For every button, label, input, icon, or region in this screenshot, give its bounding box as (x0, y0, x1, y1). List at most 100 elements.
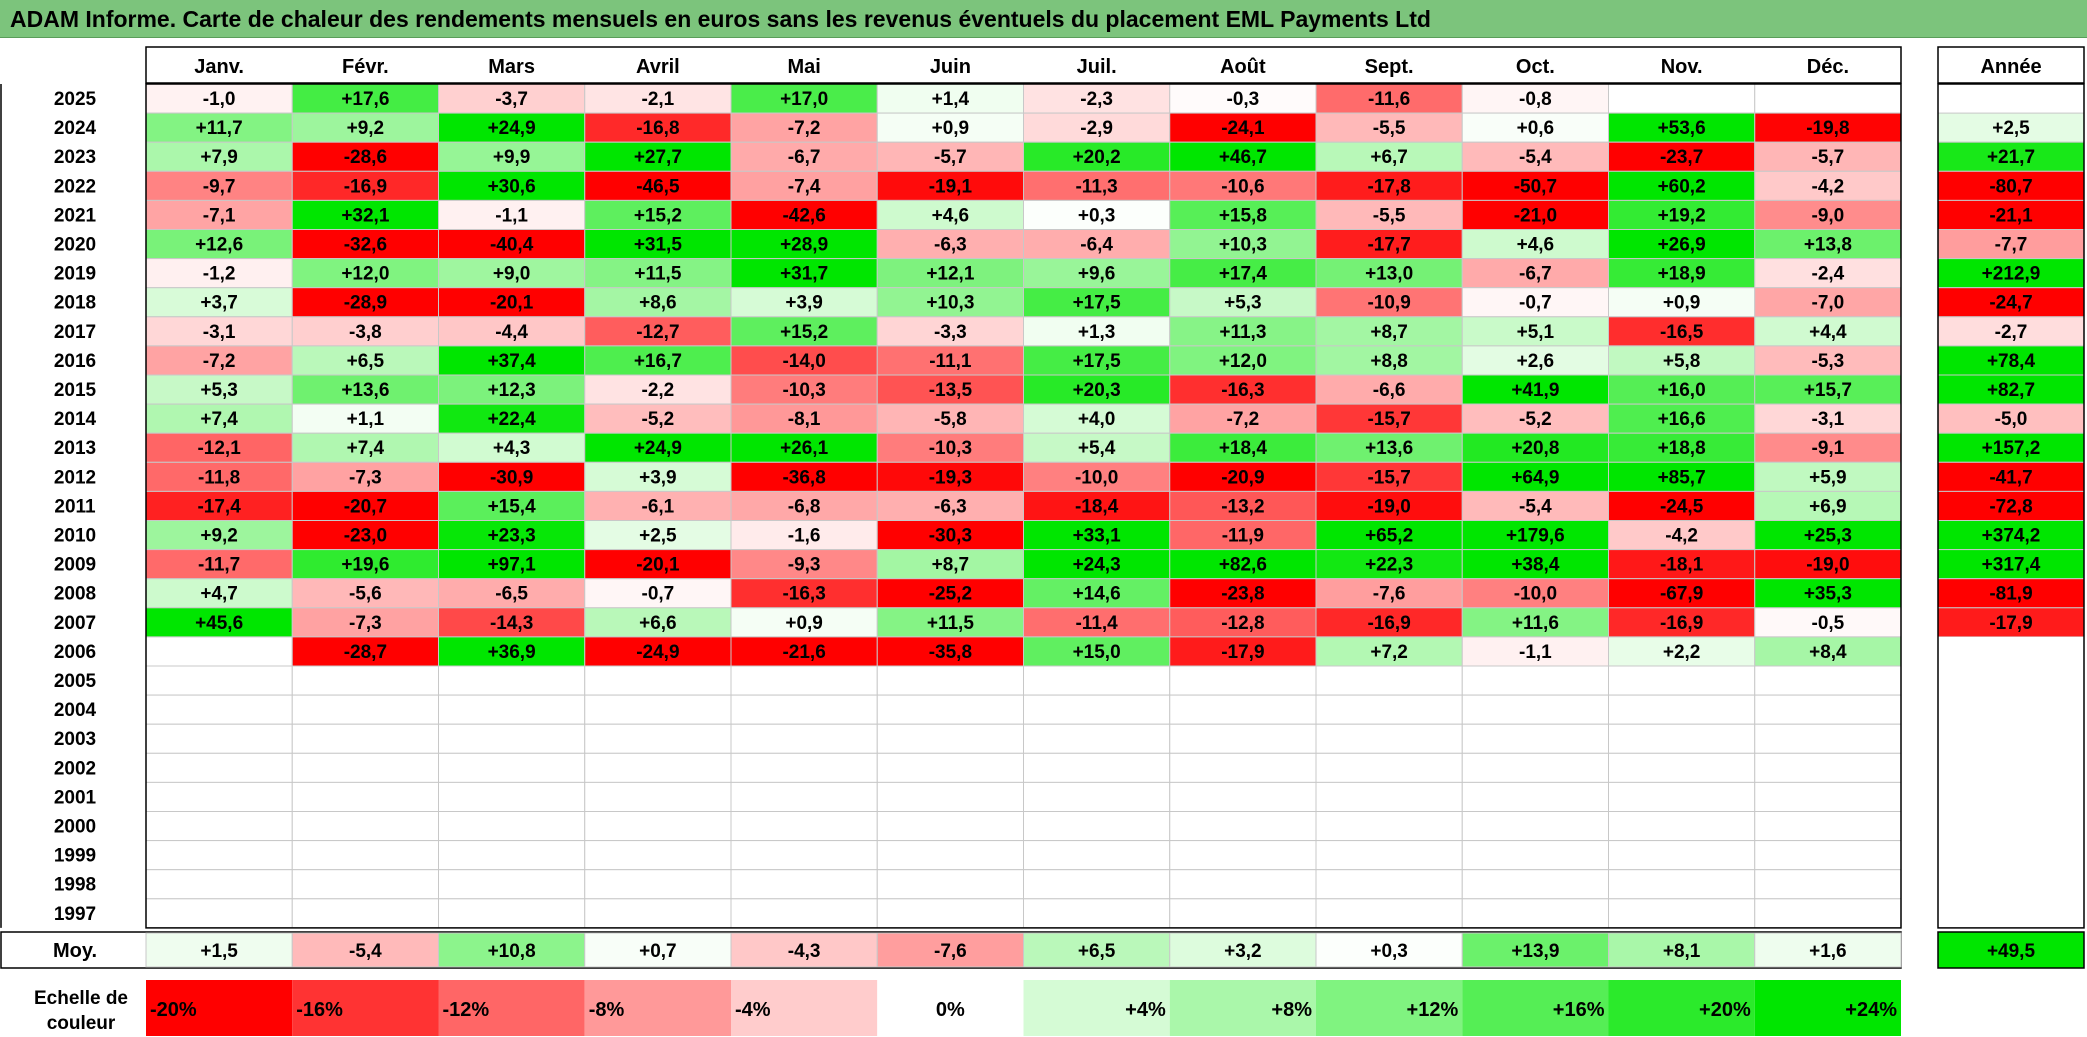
heatmap-cell (730, 607, 878, 638)
color-scale-swatch (1023, 980, 1170, 1036)
heatmap-cell (1461, 549, 1609, 580)
cell-value: +16,0 (1658, 380, 1706, 401)
heatmap-cell (584, 316, 732, 347)
cell-value: -0,8 (1519, 89, 1552, 110)
heatmap-cell (145, 898, 293, 929)
cell-value: -6,6 (1373, 380, 1406, 401)
heatmap-cell (1461, 636, 1609, 667)
heatmap-cell (1315, 316, 1463, 347)
cell-value: +8,4 (1809, 642, 1847, 663)
annual-cell (1937, 607, 2085, 638)
cell-value: -30,9 (490, 467, 533, 488)
average-value: -4,3 (788, 941, 821, 962)
heatmap-cell (291, 316, 439, 347)
month-header-label: Oct. (1516, 56, 1555, 78)
annual-value: -7,7 (1995, 235, 2028, 256)
cell-value: +9,2 (200, 526, 238, 547)
cell-value: -4,4 (495, 322, 528, 343)
cell-value: +4,6 (1517, 235, 1555, 256)
row-year-label: 2013 (54, 438, 96, 459)
heatmap-cell (730, 898, 878, 929)
average-value: +1,6 (1809, 941, 1847, 962)
heatmap-cell (1169, 287, 1317, 318)
annual-value: +374,2 (1982, 526, 2041, 547)
annual-header (1937, 46, 2085, 84)
cell-value: +0,3 (1078, 205, 1116, 226)
annual-value: -72,8 (1989, 496, 2032, 517)
row-year-label: 1999 (54, 846, 96, 867)
heatmap-cell (291, 199, 439, 230)
heatmap-cell (438, 723, 586, 754)
cell-value: -40,4 (490, 235, 534, 256)
heatmap-cell (291, 665, 439, 696)
cell-value: -67,9 (1660, 584, 1703, 605)
cell-value: -10,3 (929, 438, 972, 459)
heatmap-cell (730, 287, 878, 318)
annual-value: -5,0 (1995, 409, 2028, 430)
heatmap-cell (291, 898, 439, 929)
row-year-label: 2025 (54, 89, 97, 110)
cell-value: +5,4 (1078, 438, 1116, 459)
heatmap-cell (730, 752, 878, 783)
average-cell (1169, 932, 1317, 968)
cell-value: -19,8 (1806, 118, 1849, 139)
heatmap-cell (1315, 840, 1463, 871)
annual-value: -24,7 (1989, 293, 2032, 314)
title-bar: ADAM Informe. Carte de chaleur des rende… (0, 0, 2087, 38)
cell-value: +18,9 (1658, 264, 1706, 285)
average-value: +10,8 (488, 941, 536, 962)
row-year-label: 1998 (54, 875, 96, 896)
cell-value: -10,6 (1221, 176, 1264, 197)
heatmap-cell (1754, 811, 1902, 842)
cell-value: +3,9 (639, 467, 677, 488)
color-scale-stop-label: -20% (150, 999, 197, 1021)
row-year-label: 2016 (54, 351, 96, 372)
cell-value: -3,8 (349, 322, 382, 343)
heatmap-cell (1315, 694, 1463, 725)
heatmap-cell (145, 374, 293, 405)
heatmap-cell (876, 869, 1024, 900)
cell-value: -7,1 (203, 205, 236, 226)
cell-value: +28,9 (780, 235, 828, 256)
heatmap-cell (145, 694, 293, 725)
cell-value: +10,3 (926, 293, 974, 314)
heatmap-cell (1169, 781, 1317, 813)
heatmap-cell (438, 869, 586, 900)
cell-value: -11,1 (929, 351, 972, 372)
heatmap-cell (1023, 723, 1171, 754)
annual-cell (1938, 666, 2084, 696)
heatmap-cell (1754, 490, 1902, 521)
heatmap-cell (1608, 141, 1756, 172)
row-year-label: 2004 (54, 700, 97, 721)
annual-header-label: Année (1980, 56, 2041, 78)
heatmap-cell (876, 840, 1024, 871)
heatmap-cell (584, 578, 732, 609)
cell-value: +17,5 (1073, 351, 1122, 372)
heatmap-cell (1023, 607, 1171, 638)
cell-value: -10,9 (1367, 293, 1410, 314)
cell-value: +26,1 (780, 438, 829, 459)
heatmap-cell (1754, 869, 1902, 900)
cell-value: +35,3 (1804, 584, 1852, 605)
heatmap-cell (584, 694, 732, 725)
color-scale-swatch (1754, 980, 1901, 1036)
row-year-label: 2000 (54, 817, 96, 838)
heatmap-cell (876, 345, 1024, 376)
heatmap-cell (584, 869, 732, 900)
heatmap-cell (730, 112, 878, 143)
heatmap-cell (145, 869, 293, 900)
cell-value: -1,6 (788, 526, 821, 547)
heatmap-cell (1754, 112, 1902, 143)
month-header-label: Sept. (1365, 56, 1414, 78)
cell-value: -5,2 (1519, 409, 1552, 430)
heatmap-cell (1608, 781, 1756, 813)
heatmap-cell (1754, 781, 1902, 813)
cell-value: -14,3 (490, 613, 533, 634)
heatmap-cell (1754, 520, 1902, 551)
cell-value: -21,0 (1514, 205, 1557, 226)
cell-value: -7,0 (1812, 293, 1845, 314)
cell-value: +15,8 (1219, 205, 1267, 226)
color-scale-swatch (1462, 980, 1609, 1036)
cell-value: +24,9 (634, 438, 682, 459)
